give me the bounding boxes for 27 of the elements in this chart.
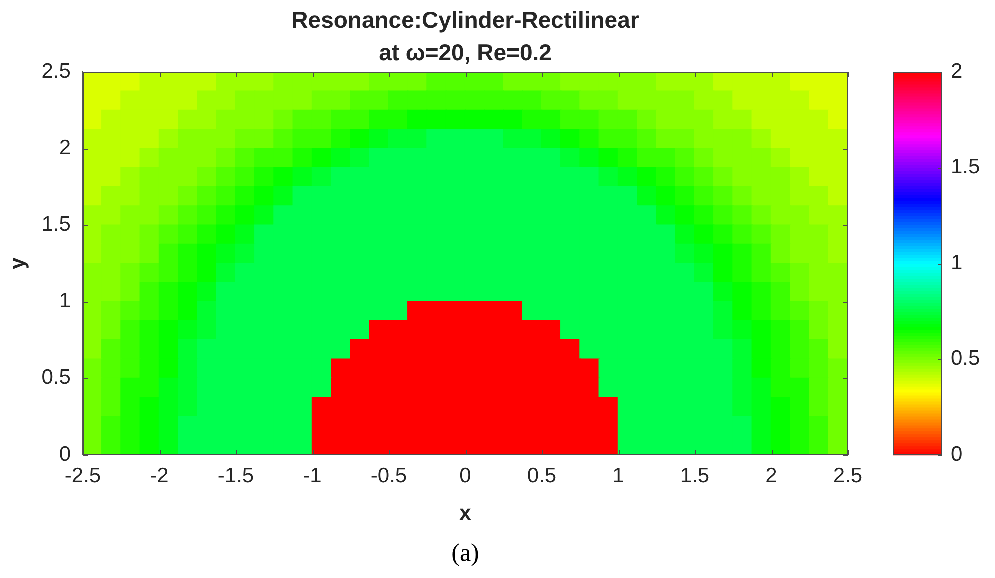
x-tick-label: 2.5	[833, 464, 863, 488]
color-bar-label: 2	[951, 60, 963, 83]
color-bar-label: 1	[951, 251, 963, 274]
x-tick-label: 1.5	[680, 464, 710, 488]
y-tick-label: 0.5	[42, 366, 71, 390]
x-tick-label: 0.5	[527, 464, 557, 488]
x-tick-label: -2.5	[64, 464, 102, 488]
y-tick-label: 0	[59, 442, 71, 466]
x-axis-title: x	[460, 502, 472, 526]
text: (a)	[452, 539, 480, 569]
chart-title: Resonance:Cylinder-Rectilinear	[292, 7, 640, 34]
x-tick-label: -1	[303, 464, 322, 488]
x-tick-label: -2	[150, 464, 169, 488]
y-tick-label: 2.5	[42, 60, 71, 83]
x-tick-label: -1.5	[218, 464, 254, 488]
y-axis-title: y	[6, 257, 30, 270]
y-tick-label: 2	[59, 136, 71, 160]
x-tick-label: 0	[460, 464, 472, 488]
y-tick-label: 1	[59, 290, 71, 313]
color-bar-label: 0.5	[951, 347, 980, 370]
chart-subtitle: at ω=20, Re=0.2	[379, 40, 552, 66]
color-bar-label: 0	[951, 442, 963, 466]
color-bar-label: 1.5	[951, 156, 980, 179]
x-tick-label: 1	[612, 464, 624, 488]
x-tick-label: 2	[766, 464, 778, 488]
y-tick-label: 1.5	[42, 213, 71, 236]
x-tick-label: -0.5	[370, 464, 408, 488]
